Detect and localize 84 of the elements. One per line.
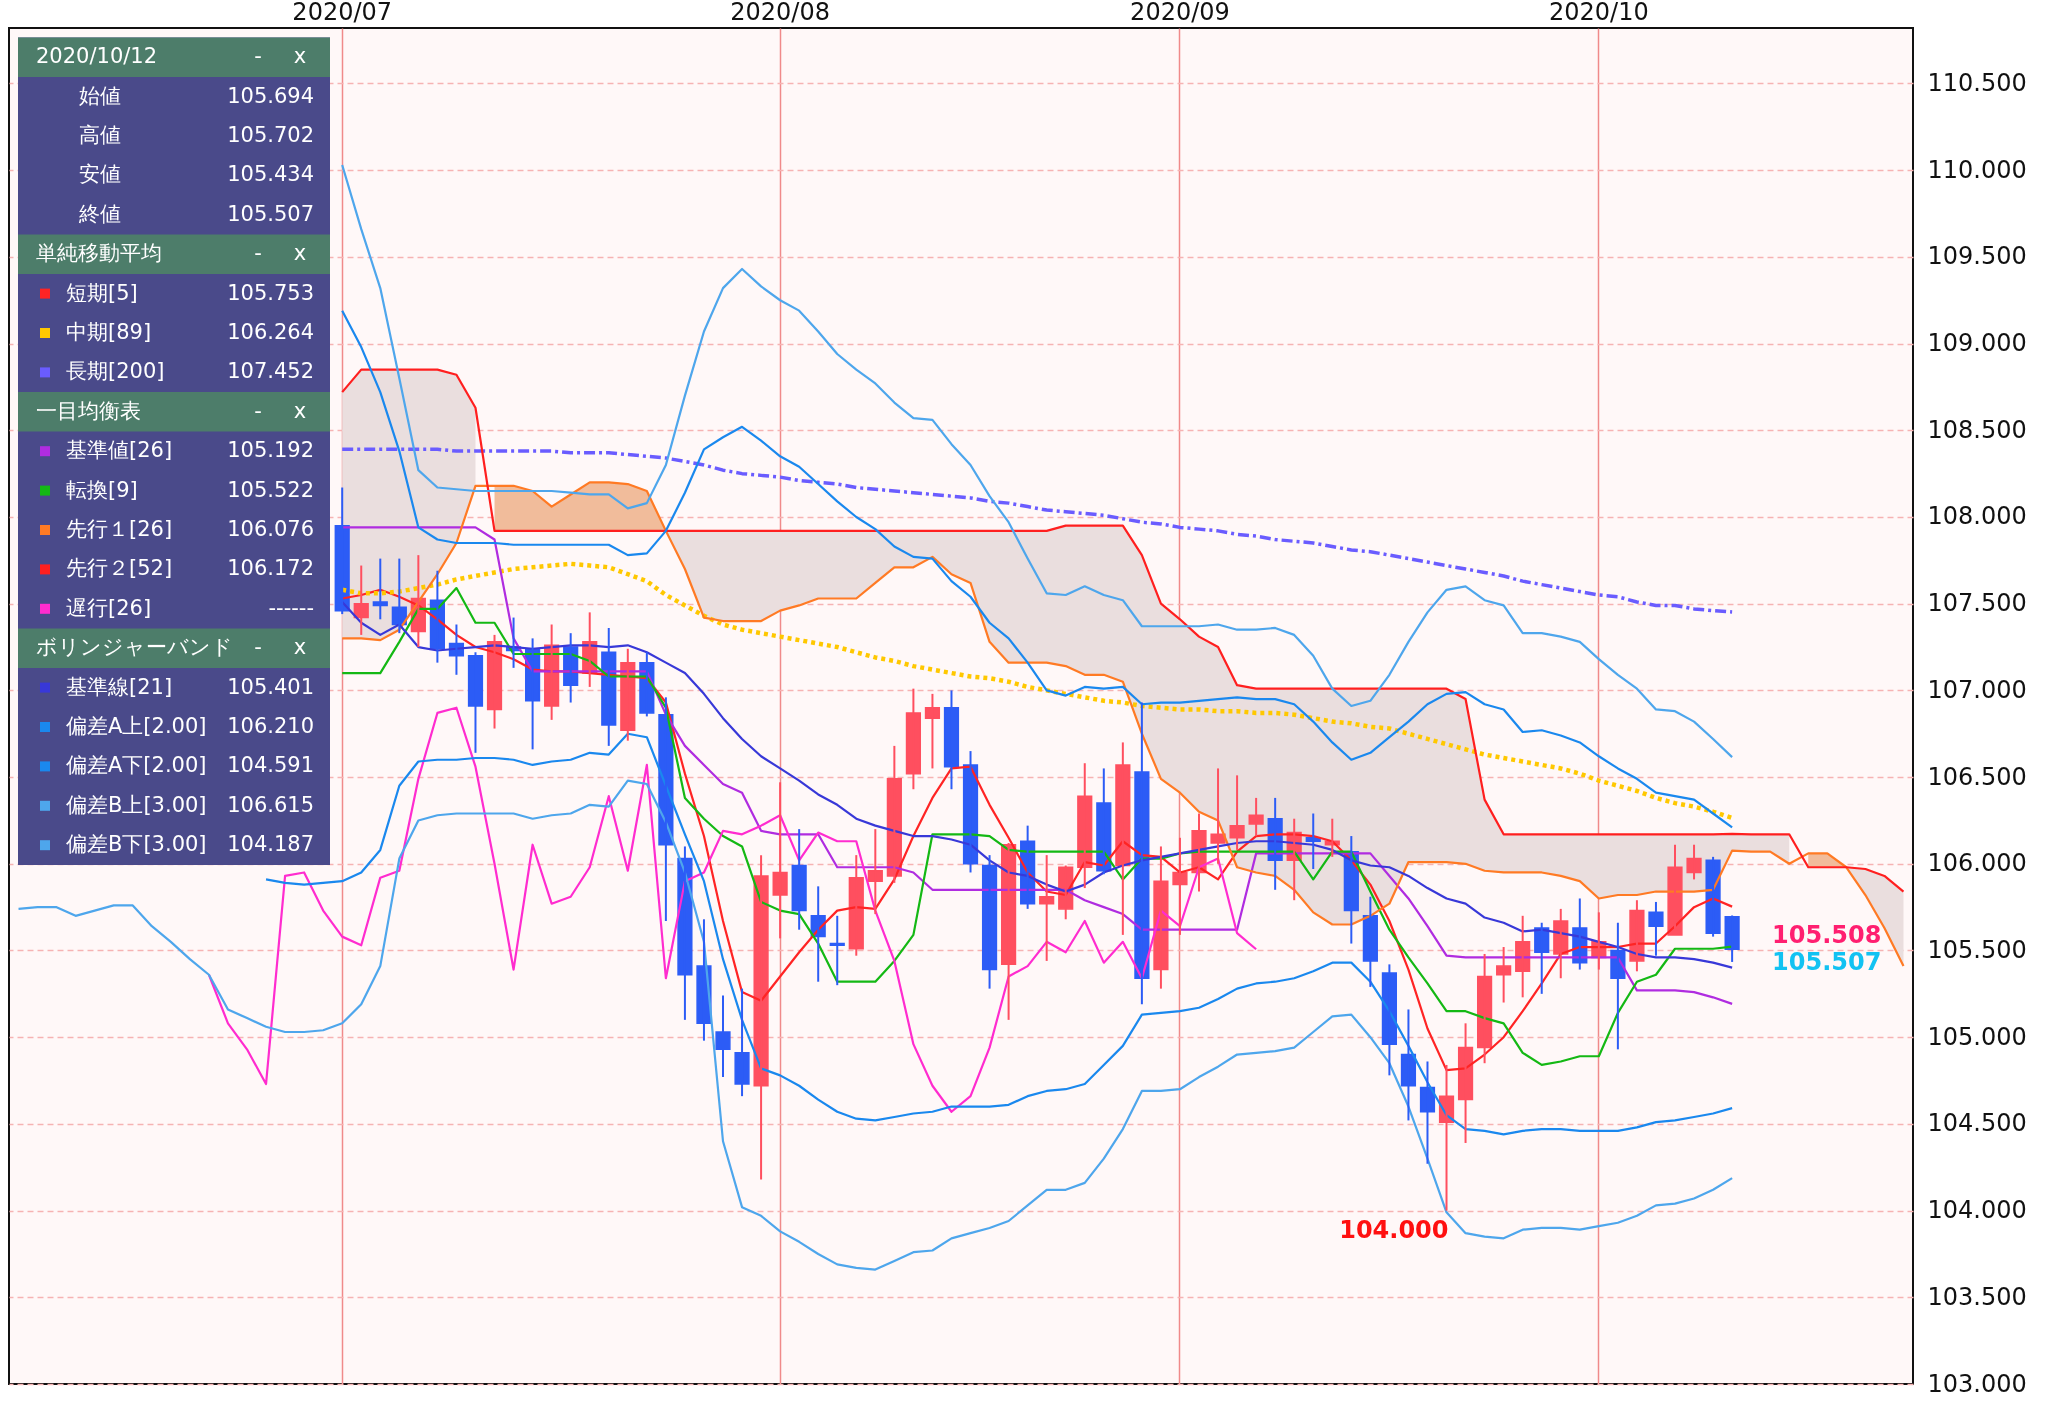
y-tick-label: 104.500	[1927, 1109, 2027, 1138]
annotation: 106.076	[227, 517, 314, 541]
y-tick-label: 106.500	[1927, 762, 2027, 791]
y-tick-label: 105.500	[1927, 936, 2027, 964]
y-tick-label: 109.500	[1927, 242, 2027, 271]
line-series	[341, 600, 1734, 969]
annotation: x	[293, 241, 307, 266]
legend-label: 偏差A下[2.00]	[66, 753, 207, 778]
y-tick-label: 107.000	[1927, 675, 2027, 704]
y-tick-label: 103.500	[1927, 1282, 2027, 1311]
y-tick-label: 109.000	[1927, 329, 2027, 358]
y-tick-label: 105.000	[1927, 1022, 2027, 1051]
legend-label: 先行２[52]	[66, 556, 173, 581]
annotation: 104.591	[227, 753, 314, 778]
line-series	[341, 309, 1734, 829]
y-tick-label: 107.500	[1927, 589, 2027, 618]
annotation: 高値	[79, 123, 121, 147]
legend-label: 遅行[26]	[66, 595, 152, 620]
legend-label: 短期[5]	[66, 280, 138, 305]
annotation: 104.187	[227, 832, 314, 857]
annotation: ------	[268, 595, 314, 620]
legend-label: 中期[89]	[66, 320, 152, 344]
annotation: 107.452	[227, 359, 314, 384]
annotation: -	[254, 635, 262, 660]
annotation: 終値	[78, 201, 121, 226]
line-series	[340, 447, 1734, 614]
annotation: -	[254, 44, 262, 69]
y-tick-label: 103.000	[1927, 1369, 2027, 1398]
legend-label: 偏差B上[3.00]	[66, 792, 207, 817]
candlestick	[1229, 774, 1245, 851]
line-series	[341, 163, 1734, 759]
x-tick-label: 2020/09	[1130, 0, 1230, 26]
legend-label: 基準値[26]	[66, 438, 173, 463]
line-series	[207, 706, 1258, 1113]
candlestick	[1496, 946, 1512, 1004]
annotation: 105.753	[227, 280, 314, 305]
annotation: -	[254, 241, 262, 266]
y-tick-label: 104.000	[1927, 1196, 2027, 1225]
legend-label: 偏差B下[3.00]	[66, 832, 207, 857]
y-tick-label: 110.000	[1927, 155, 2027, 184]
annotation: 105.507	[1772, 948, 1882, 977]
y-tick-label: 108.500	[1927, 415, 2027, 444]
y-tick-label: 108.000	[1927, 502, 2027, 531]
annotation: -	[254, 398, 262, 423]
annotation: x	[293, 44, 307, 69]
annotation: 106.210	[227, 714, 314, 738]
candlestick	[734, 987, 750, 1098]
annotation: 105.192	[227, 438, 314, 463]
legend-label: 転換[9]	[66, 477, 138, 502]
annotation: 105.434	[227, 162, 314, 187]
y-tick-label: 110.500	[1927, 68, 2027, 97]
annotation: 104.000	[1339, 1215, 1449, 1244]
x-tick-label: 2020/08	[730, 0, 830, 26]
annotation: 一目均衡表	[36, 398, 141, 423]
x-tick-label: 2020/07	[292, 0, 393, 26]
annotation: x	[293, 635, 307, 660]
annotation: 105.401	[227, 674, 314, 699]
candlestick	[1686, 843, 1702, 881]
annotation: 105.702	[227, 123, 314, 147]
annotation: 始値	[79, 83, 121, 108]
annotation: 105.522	[227, 477, 314, 502]
annotation: 106.172	[227, 556, 314, 581]
legend-label: 長期[200]	[66, 359, 165, 384]
candlestick	[1248, 796, 1264, 838]
annotation: 105.694	[227, 83, 314, 108]
annotation: 106.264	[227, 320, 314, 344]
annotation: 2020/10/12	[36, 44, 158, 69]
annotation: 105.508	[1772, 921, 1882, 950]
x-tick-label: 2020/10	[1548, 0, 1649, 26]
annotation: 安値	[79, 162, 121, 187]
line-series	[17, 779, 1734, 1271]
line-series	[341, 481, 1905, 968]
annotation: x	[293, 398, 307, 423]
y-tick-label: 106.000	[1927, 849, 2027, 878]
annotation: 105.507	[227, 201, 314, 226]
candlestick	[1648, 900, 1664, 957]
legend-label: 基準線[21]	[66, 674, 173, 699]
annotation: ボリンジャーバンド	[36, 635, 233, 660]
annotation: 単純移動平均	[36, 241, 162, 266]
legend-label: 先行１[26]	[66, 517, 173, 541]
candlestick	[715, 994, 731, 1079]
annotation: 106.615	[227, 792, 314, 817]
line-series	[341, 526, 1734, 1005]
legend-label: 偏差A上[2.00]	[66, 714, 207, 738]
